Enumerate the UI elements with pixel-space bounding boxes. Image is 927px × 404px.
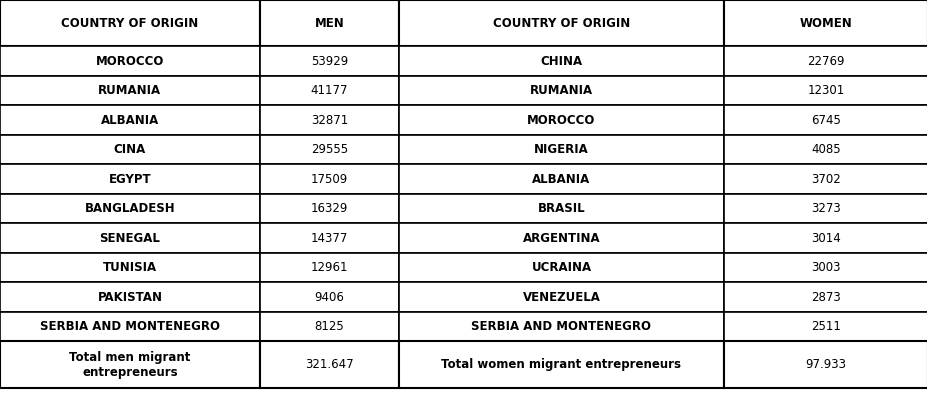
Bar — [723, 46, 927, 76]
Bar — [399, 341, 723, 388]
Text: COUNTRY OF ORIGIN: COUNTRY OF ORIGIN — [492, 17, 629, 30]
Text: 17509: 17509 — [311, 173, 348, 186]
Bar — [0, 105, 260, 135]
Bar — [399, 312, 723, 341]
Bar — [399, 194, 723, 223]
Text: 22769: 22769 — [806, 55, 844, 68]
Text: WOMEN: WOMEN — [799, 17, 851, 30]
Text: 4085: 4085 — [810, 143, 840, 156]
Text: MOROCCO: MOROCCO — [95, 55, 164, 68]
Text: EGYPT: EGYPT — [108, 173, 151, 186]
Bar — [260, 164, 399, 194]
Text: 3702: 3702 — [810, 173, 840, 186]
Text: 8125: 8125 — [314, 320, 344, 333]
Text: 14377: 14377 — [311, 231, 348, 245]
Text: Total men migrant
entrepreneurs: Total men migrant entrepreneurs — [70, 351, 190, 379]
Text: VENEZUELA: VENEZUELA — [522, 290, 600, 304]
Text: SERBIA AND MONTENEGRO: SERBIA AND MONTENEGRO — [40, 320, 220, 333]
Bar — [260, 0, 399, 46]
Text: CINA: CINA — [114, 143, 146, 156]
Text: RUMANIA: RUMANIA — [529, 84, 592, 97]
Bar — [260, 253, 399, 282]
Text: 12961: 12961 — [311, 261, 348, 274]
Bar — [399, 46, 723, 76]
Text: 32871: 32871 — [311, 114, 348, 127]
Bar — [0, 312, 260, 341]
Bar — [723, 253, 927, 282]
Text: 97.933: 97.933 — [805, 358, 845, 371]
Bar — [399, 135, 723, 164]
Bar — [0, 46, 260, 76]
Text: 53929: 53929 — [311, 55, 348, 68]
Bar — [0, 194, 260, 223]
Bar — [260, 76, 399, 105]
Bar — [399, 76, 723, 105]
Text: 16329: 16329 — [311, 202, 348, 215]
Bar — [399, 253, 723, 282]
Bar — [260, 194, 399, 223]
Text: 3273: 3273 — [810, 202, 840, 215]
Bar — [723, 105, 927, 135]
Bar — [399, 223, 723, 253]
Text: SENEGAL: SENEGAL — [99, 231, 160, 245]
Text: 2873: 2873 — [810, 290, 840, 304]
Bar — [723, 223, 927, 253]
Bar — [0, 223, 260, 253]
Text: TUNISIA: TUNISIA — [103, 261, 157, 274]
Bar — [260, 341, 399, 388]
Bar — [260, 312, 399, 341]
Text: PAKISTAN: PAKISTAN — [97, 290, 162, 304]
Bar — [399, 0, 723, 46]
Bar — [723, 135, 927, 164]
Text: COUNTRY OF ORIGIN: COUNTRY OF ORIGIN — [61, 17, 198, 30]
Bar — [260, 282, 399, 312]
Text: UCRAINA: UCRAINA — [531, 261, 590, 274]
Text: 3003: 3003 — [810, 261, 840, 274]
Text: ALBANIA: ALBANIA — [532, 173, 590, 186]
Text: NIGERIA: NIGERIA — [534, 143, 588, 156]
Bar — [399, 282, 723, 312]
Bar — [399, 105, 723, 135]
Text: 29555: 29555 — [311, 143, 348, 156]
Bar — [0, 135, 260, 164]
Text: ARGENTINA: ARGENTINA — [522, 231, 600, 245]
Text: 9406: 9406 — [314, 290, 344, 304]
Bar — [0, 76, 260, 105]
Text: 3014: 3014 — [810, 231, 840, 245]
Text: 12301: 12301 — [806, 84, 844, 97]
Bar — [260, 223, 399, 253]
Text: SERBIA AND MONTENEGRO: SERBIA AND MONTENEGRO — [471, 320, 651, 333]
Text: RUMANIA: RUMANIA — [98, 84, 161, 97]
Text: MEN: MEN — [314, 17, 344, 30]
Bar — [260, 105, 399, 135]
Bar — [723, 282, 927, 312]
Bar — [0, 282, 260, 312]
Text: BRASIL: BRASIL — [537, 202, 585, 215]
Text: MOROCCO: MOROCCO — [527, 114, 595, 127]
Bar — [723, 341, 927, 388]
Bar — [260, 46, 399, 76]
Text: Total women migrant entrepreneurs: Total women migrant entrepreneurs — [441, 358, 680, 371]
Bar — [723, 164, 927, 194]
Bar — [0, 164, 260, 194]
Text: ALBANIA: ALBANIA — [101, 114, 159, 127]
Bar — [723, 194, 927, 223]
Text: BANGLADESH: BANGLADESH — [84, 202, 175, 215]
Text: 6745: 6745 — [810, 114, 840, 127]
Bar — [0, 253, 260, 282]
Bar — [723, 76, 927, 105]
Bar — [723, 0, 927, 46]
Bar — [0, 0, 260, 46]
Text: CHINA: CHINA — [540, 55, 582, 68]
Bar — [399, 164, 723, 194]
Bar — [0, 341, 260, 388]
Text: 41177: 41177 — [311, 84, 348, 97]
Bar — [723, 312, 927, 341]
Bar — [260, 135, 399, 164]
Text: 2511: 2511 — [810, 320, 840, 333]
Text: 321.647: 321.647 — [305, 358, 353, 371]
